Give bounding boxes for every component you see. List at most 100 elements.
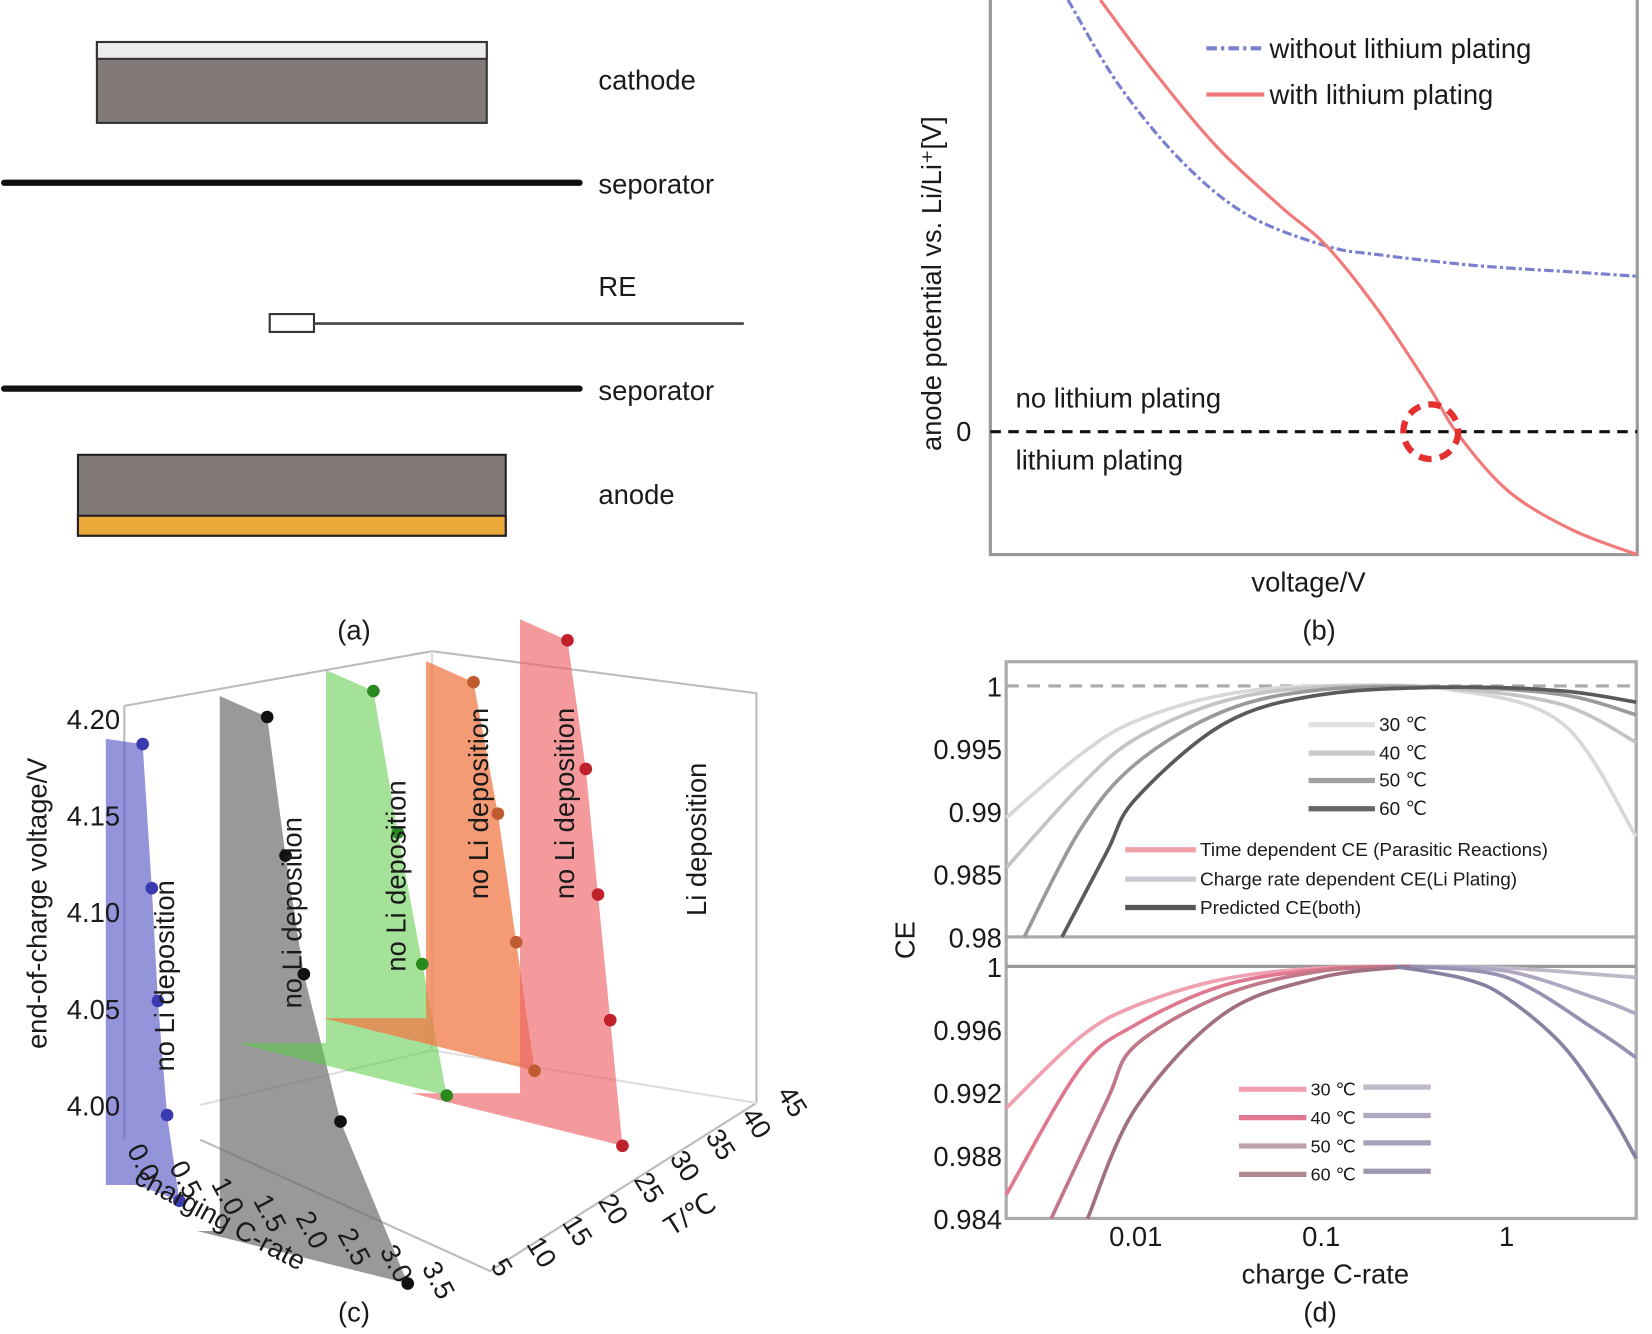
c-ytick-30: 30 [664,1145,706,1187]
c-region-label-2: no Li deposition [276,817,307,1008]
legend-label-without: without lithium plating [1269,33,1532,64]
d-bottom-series-4 [1085,964,1410,1220]
d-top-ytick-0.98: 0.98 [949,922,1002,953]
d-bottom-legend-60: 60 ℃ [1311,1165,1356,1185]
c-point-s3-4 [440,1089,454,1102]
d-top-series-4 [1060,685,1637,938]
c-ytick-20: 20 [592,1188,634,1230]
d-bottom-series-7 [1409,964,1638,1060]
c-zlabel: end-of-charge voltage/V [21,757,52,1049]
d-bottom-legend-50: 50 ℃ [1311,1136,1356,1156]
c-region-label-5: no Li deposition [549,708,580,899]
c-point-s3-2 [391,826,405,839]
plating-onset-marker [1400,401,1462,463]
panel-d: 0.98 0.985 0.99 0.995 1 0.984 0.988 0.992 0.996… [889,660,1638,1327]
c-surface-2 [197,695,408,1284]
cathode-block [95,40,488,124]
re-label: RE [598,271,636,302]
anode-block [76,453,507,537]
c-ytick-45: 45 [771,1080,813,1122]
caption-d: (d) [1303,1296,1336,1327]
panel-a: cathode seporator RE seporator anode (a) [1,40,744,646]
annotation-no-plating: no lithium plating [1016,383,1222,414]
c-ytick-25: 25 [628,1166,670,1208]
d-bottom-ytick-0.988: 0.988 [933,1141,1002,1172]
d-bottom-legend: 30 ℃ 40 ℃ 50 ℃ 60 ℃ [1239,1080,1431,1185]
annotation-plating: lithium plating [1016,445,1183,476]
d-bottom-ytick-0.996: 0.996 [933,1015,1002,1046]
c-point-s5-4 [603,1013,617,1027]
d-legend-time-dependent: Time dependent CE (Parasitic Reactions) [1200,840,1548,861]
c-surface-4 [323,661,535,1071]
d-top-series-3 [1022,684,1637,938]
d-top-series-2 [1004,684,1638,870]
cathode-label: cathode [598,64,695,95]
d-xtick-0.1: 0.1 [1302,1221,1340,1252]
d-bottom-series-8 [1394,964,1638,1160]
c-point-s1-2 [145,881,159,895]
anode-label: anode [598,479,674,510]
c-point-s4-4 [528,1064,541,1078]
c-ztick-4.05: 4.05 [67,994,120,1025]
c-point-s4-3 [509,935,523,949]
c-region-label-1: no Li deposition [149,880,180,1071]
b-ytick-0: 0 [956,416,971,447]
c-point-s2-3 [297,967,311,981]
caption-a: (a) [337,615,370,646]
panel-b: 0 no lithium plating lithium plating wit… [916,0,1639,646]
d-top-legend-60: 60 ℃ [1379,799,1427,820]
c-point-s2-2 [279,849,292,862]
c-surface-5 [411,619,623,1146]
c-point-s1-3 [151,994,165,1008]
d-xtick-0.01: 0.01 [1109,1221,1162,1252]
c-point-s2-1 [260,710,274,724]
c-point-s3-1 [367,684,380,698]
c-point-s3-3 [415,957,429,971]
c-surface-1 [105,738,180,1201]
d-top-legend-30: 30 ℃ [1379,715,1427,736]
c-ytick-5: 5 [485,1252,519,1281]
separator-label-top: seporator [598,168,714,199]
c-xtick-3.5: 3.5 [416,1256,461,1304]
c-region-label-3: no Li deposition [381,780,412,971]
caption-b: (b) [1302,615,1335,646]
d-bottom-legend-40: 40 ℃ [1311,1108,1356,1128]
d-top-legend-temps: 30 ℃ 40 ℃ 50 ℃ 60 ℃ [1308,715,1427,820]
c-region-label-4: no Li deposition [463,708,494,899]
d-xlabel: charge C-rate [1242,1259,1409,1290]
c-ytick-40: 40 [736,1102,778,1144]
c-ylabel: T/℃ [658,1186,721,1241]
reference-electrode [268,313,744,333]
c-ytick-15: 15 [556,1209,598,1251]
b-series-line-1 [1066,0,1638,278]
d-legend-rate-dependent: Charge rate dependent CE(Li Plating) [1200,870,1517,891]
c-ztick-4.00: 4.00 [67,1091,120,1122]
d-bottom-series-3 [1049,964,1410,1220]
c-point-s1-1 [136,737,149,751]
c-point-s1-5 [172,1194,186,1208]
plot-frame-b [988,0,1639,557]
c-region-label-li: Li deposition [681,763,712,916]
caption-c: (c) [338,1296,370,1327]
c-point-s4-1 [467,675,480,689]
d-ylabel: CE [889,921,920,959]
c-ytick-35: 35 [700,1123,742,1165]
c-point-s5-2 [579,762,593,776]
c-point-s4-2 [491,807,505,820]
d-top-legend-40: 40 ℃ [1379,743,1427,764]
d-legend-predicted: Predicted CE(both) [1200,898,1361,919]
c-point-s5-5 [616,1139,629,1153]
separator-label-bottom: seporator [598,375,714,406]
d-bottom-ytick-1: 1 [987,952,1002,983]
c-point-s2-4 [334,1115,347,1128]
d-top-legend-50: 50 ℃ [1379,771,1427,792]
c-surface-3 [236,670,447,1096]
d-top-ytick-1: 1 [987,671,1002,702]
b-xlabel: voltage/V [1251,566,1366,597]
c-point-s1-4 [160,1108,174,1122]
c-ztick-4.20: 4.20 [67,704,120,735]
b-ylabel: anode potential vs. Li/Li⁺[V] [916,116,947,451]
c-ztick-4.10: 4.10 [67,897,120,928]
panel-c: no Li deposition no Li deposition no Li … [21,619,814,1327]
